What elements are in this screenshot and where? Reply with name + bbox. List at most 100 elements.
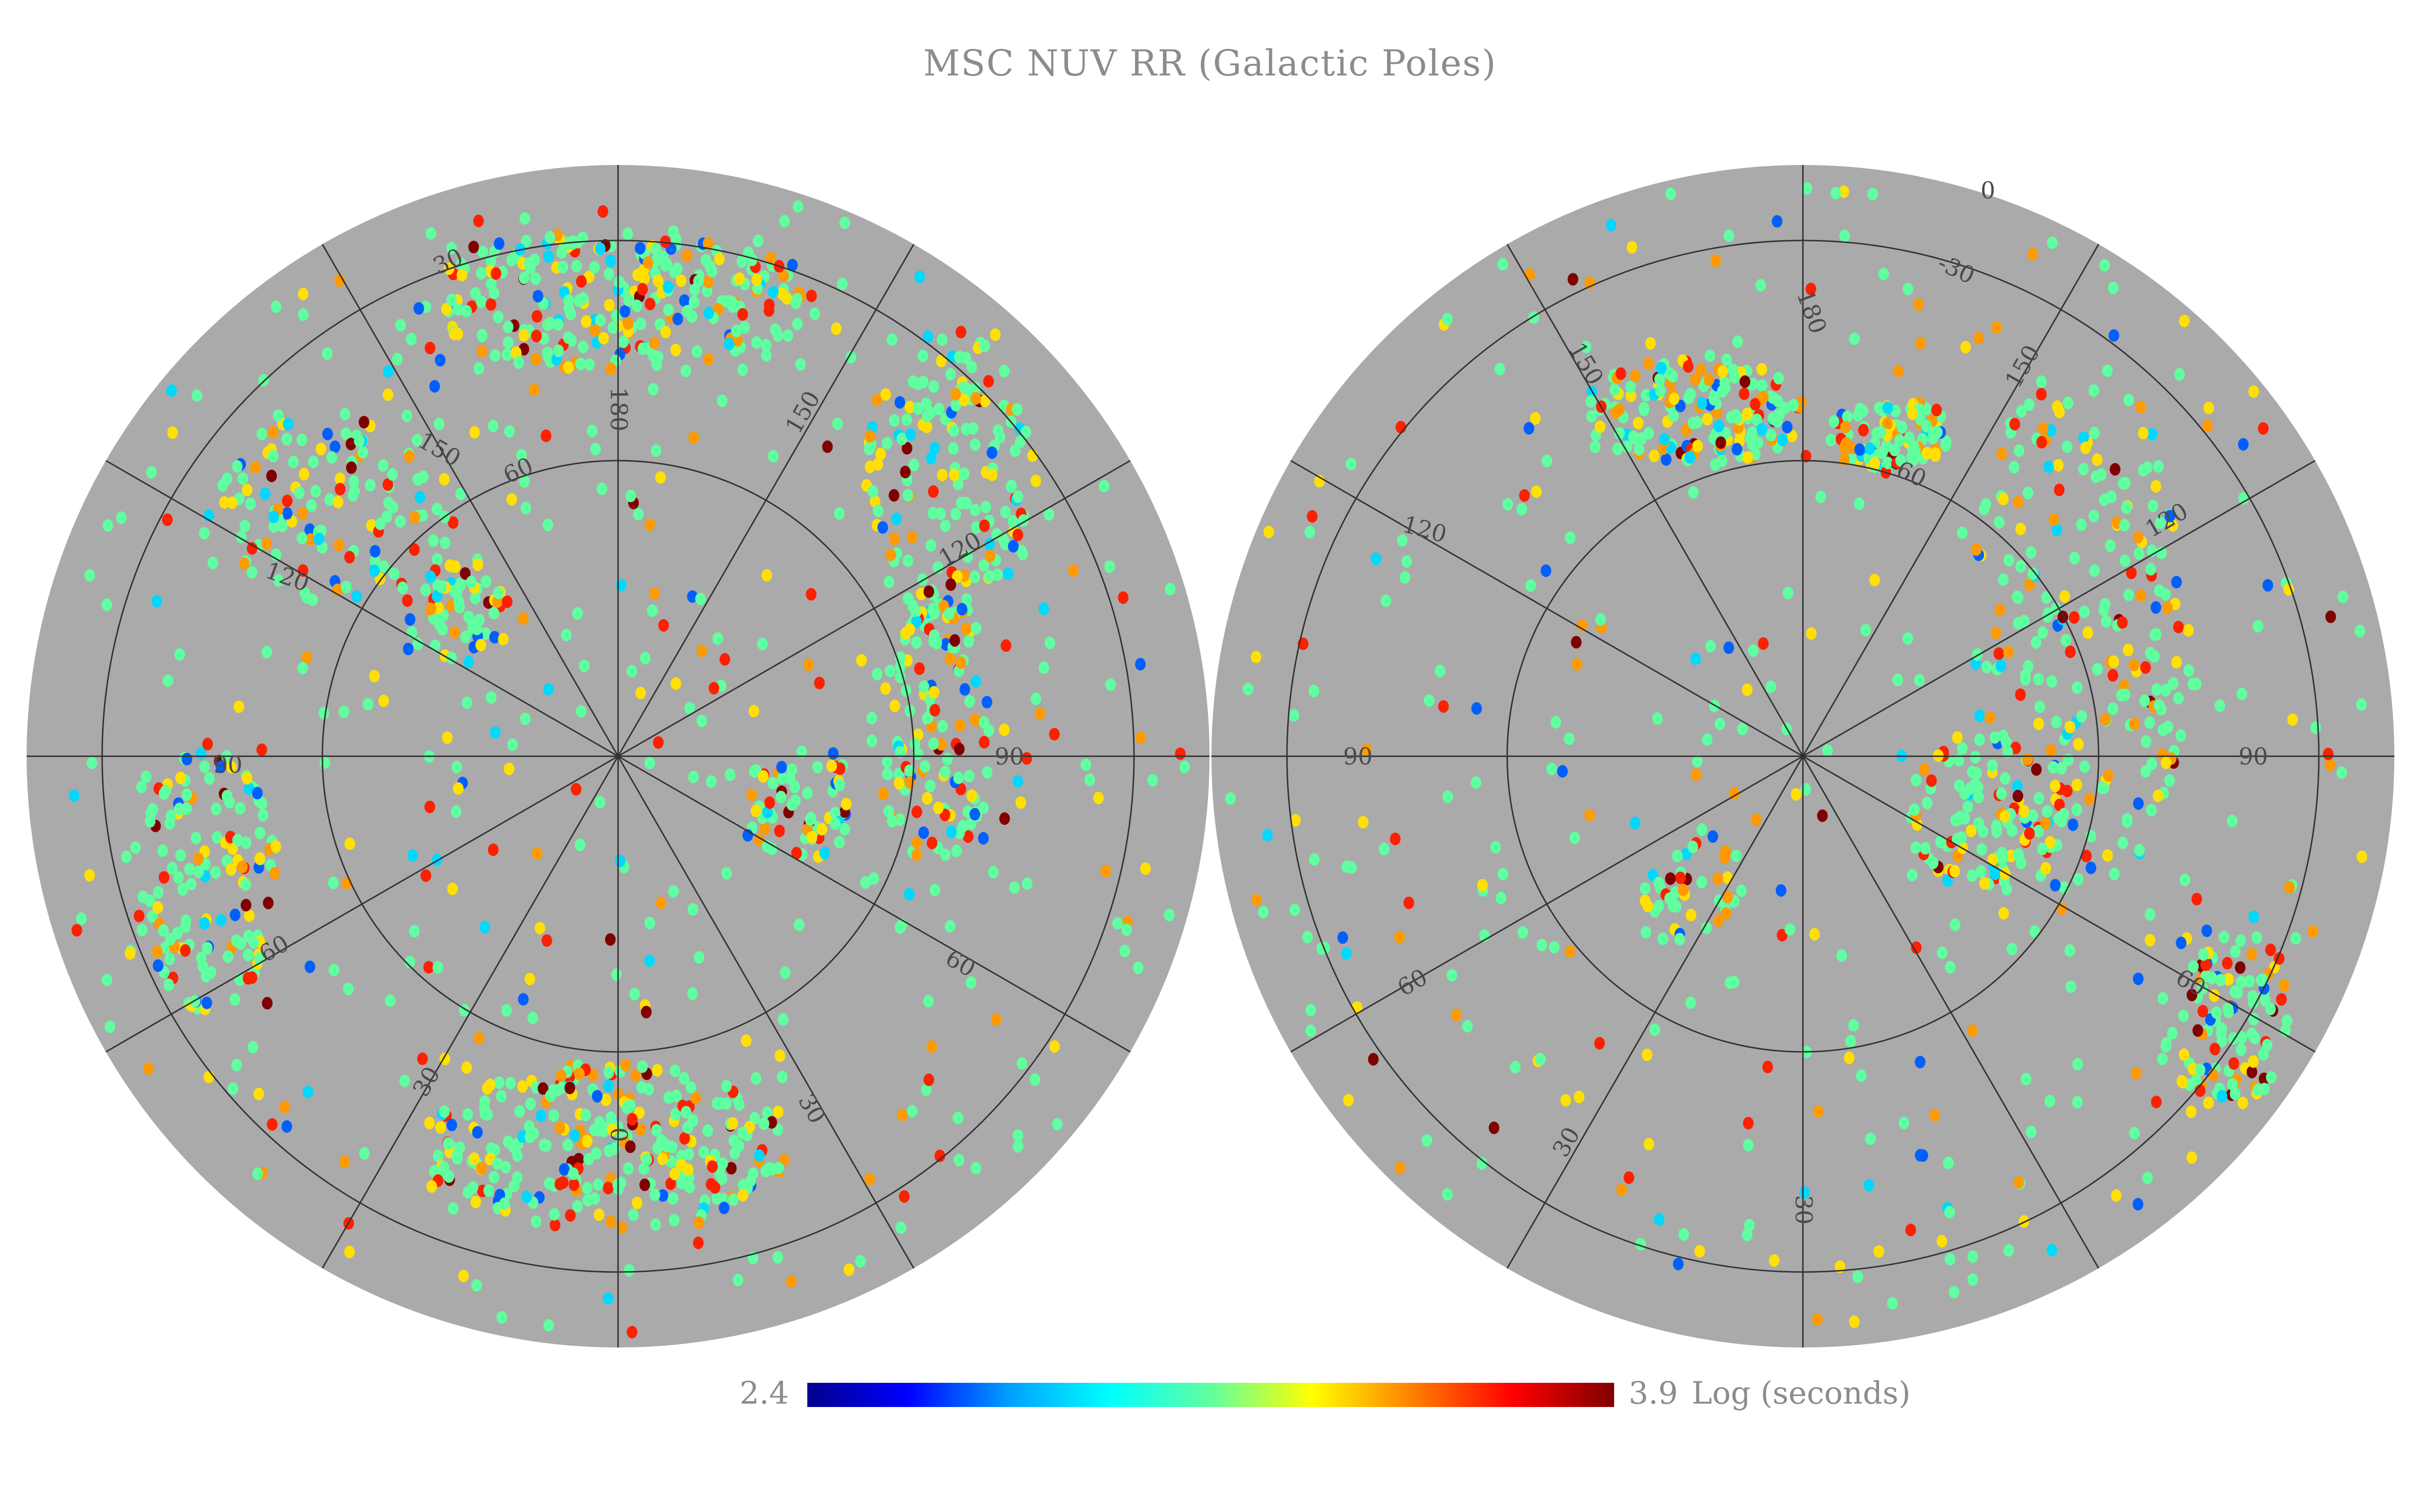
exposure-point: [1550, 716, 1561, 729]
exposure-point: [2129, 1126, 2140, 1139]
exposure-point: [907, 531, 918, 544]
exposure-point: [140, 770, 151, 783]
exposure-point: [433, 1150, 444, 1163]
exposure-point: [1636, 432, 1647, 445]
exposure-point: [564, 1081, 575, 1094]
exposure-point: [1657, 932, 1668, 945]
exposure-point: [1665, 187, 1676, 200]
exposure-point: [2037, 842, 2048, 855]
exposure-point: [1704, 349, 1715, 362]
exposure-point: [2164, 774, 2175, 787]
exposure-point: [559, 1163, 570, 1176]
exposure-point: [2018, 1215, 2029, 1228]
exposure-point: [1438, 700, 1449, 713]
exposure-point: [2123, 588, 2134, 601]
exposure-point: [569, 1178, 579, 1191]
exposure-point: [544, 316, 556, 329]
exposure-point: [786, 798, 797, 811]
exposure-point: [1830, 187, 1841, 200]
exposure-point: [524, 1120, 535, 1133]
exposure-point: [2015, 560, 2026, 573]
exposure-point: [262, 997, 273, 1010]
exposure-point: [670, 344, 681, 357]
exposure-point: [1702, 733, 1713, 746]
exposure-point: [473, 214, 484, 227]
exposure-point: [1972, 648, 1983, 661]
exposure-point: [468, 1181, 479, 1194]
exposure-point: [873, 504, 884, 517]
exposure-point: [181, 914, 192, 927]
exposure-point: [2048, 761, 2059, 774]
exposure-point: [348, 475, 359, 488]
exposure-point: [1766, 429, 1776, 442]
exposure-point: [983, 375, 994, 388]
exposure-point: [1996, 787, 2007, 800]
exposure-point: [306, 499, 317, 512]
exposure-point: [1815, 490, 1826, 503]
exposure-point: [266, 469, 277, 482]
exposure-point: [2191, 677, 2202, 690]
exposure-point: [1987, 759, 1998, 772]
exposure-point: [494, 237, 505, 250]
exposure-point: [2138, 427, 2149, 440]
exposure-point: [1971, 543, 1982, 556]
exposure-point: [692, 345, 702, 358]
exposure-point: [425, 602, 437, 615]
exposure-point: [298, 308, 309, 321]
exposure-point: [1725, 411, 1737, 424]
exposure-point: [893, 767, 904, 780]
exposure-point: [151, 595, 162, 608]
exposure-point: [2246, 948, 2257, 961]
exposure-point: [595, 314, 606, 327]
exposure-point: [524, 257, 535, 270]
exposure-point: [870, 495, 881, 508]
exposure-point: [982, 696, 993, 709]
exposure-point: [1510, 1061, 1521, 1074]
exposure-point: [901, 413, 912, 426]
map-title: MSC NUV RR (Galactic Poles): [923, 43, 1497, 84]
exposure-point: [1119, 944, 1130, 958]
exposure-point: [2214, 699, 2225, 712]
exposure-point: [305, 533, 316, 546]
exposure-point: [2178, 1009, 2189, 1022]
exposure-point: [1974, 709, 1985, 722]
exposure-point: [914, 662, 925, 675]
exposure-point: [333, 495, 344, 509]
exposure-point: [2026, 1125, 2037, 1138]
exposure-point: [1777, 928, 1788, 942]
exposure-point: [822, 440, 833, 453]
exposure-point: [488, 607, 499, 620]
exposure-point: [778, 269, 789, 283]
exposure-point: [1848, 1019, 1859, 1032]
exposure-point: [2064, 944, 2075, 957]
exposure-point: [904, 623, 915, 636]
exposure-point: [484, 1078, 496, 1092]
exposure-point: [1639, 894, 1650, 907]
exposure-point: [2198, 948, 2209, 961]
exposure-point: [520, 502, 531, 515]
exposure-point: [166, 384, 177, 397]
exposure-point: [2065, 645, 2076, 659]
meridian-line: [105, 755, 619, 1053]
exposure-point: [146, 466, 157, 479]
exposure-point: [1395, 420, 1407, 434]
exposure-point: [1034, 707, 1045, 720]
exposure-point: [483, 1184, 494, 1197]
exposure-point: [644, 954, 655, 967]
exposure-point: [1785, 923, 1796, 936]
exposure-point: [442, 731, 453, 744]
exposure-point: [2238, 492, 2249, 505]
exposure-point: [970, 1162, 982, 1175]
exposure-point: [2133, 797, 2144, 810]
exposure-point: [2144, 716, 2155, 729]
exposure-point: [1788, 399, 1799, 412]
exposure-point: [257, 427, 268, 440]
exposure-point: [1003, 567, 1014, 580]
exposure-point: [626, 1326, 637, 1339]
exposure-point: [1688, 486, 1699, 499]
exposure-point: [1358, 816, 1369, 829]
exposure-point: [623, 294, 634, 307]
exposure-point: [2163, 720, 2174, 734]
exposure-point: [628, 1208, 639, 1221]
exposure-point: [999, 812, 1010, 825]
